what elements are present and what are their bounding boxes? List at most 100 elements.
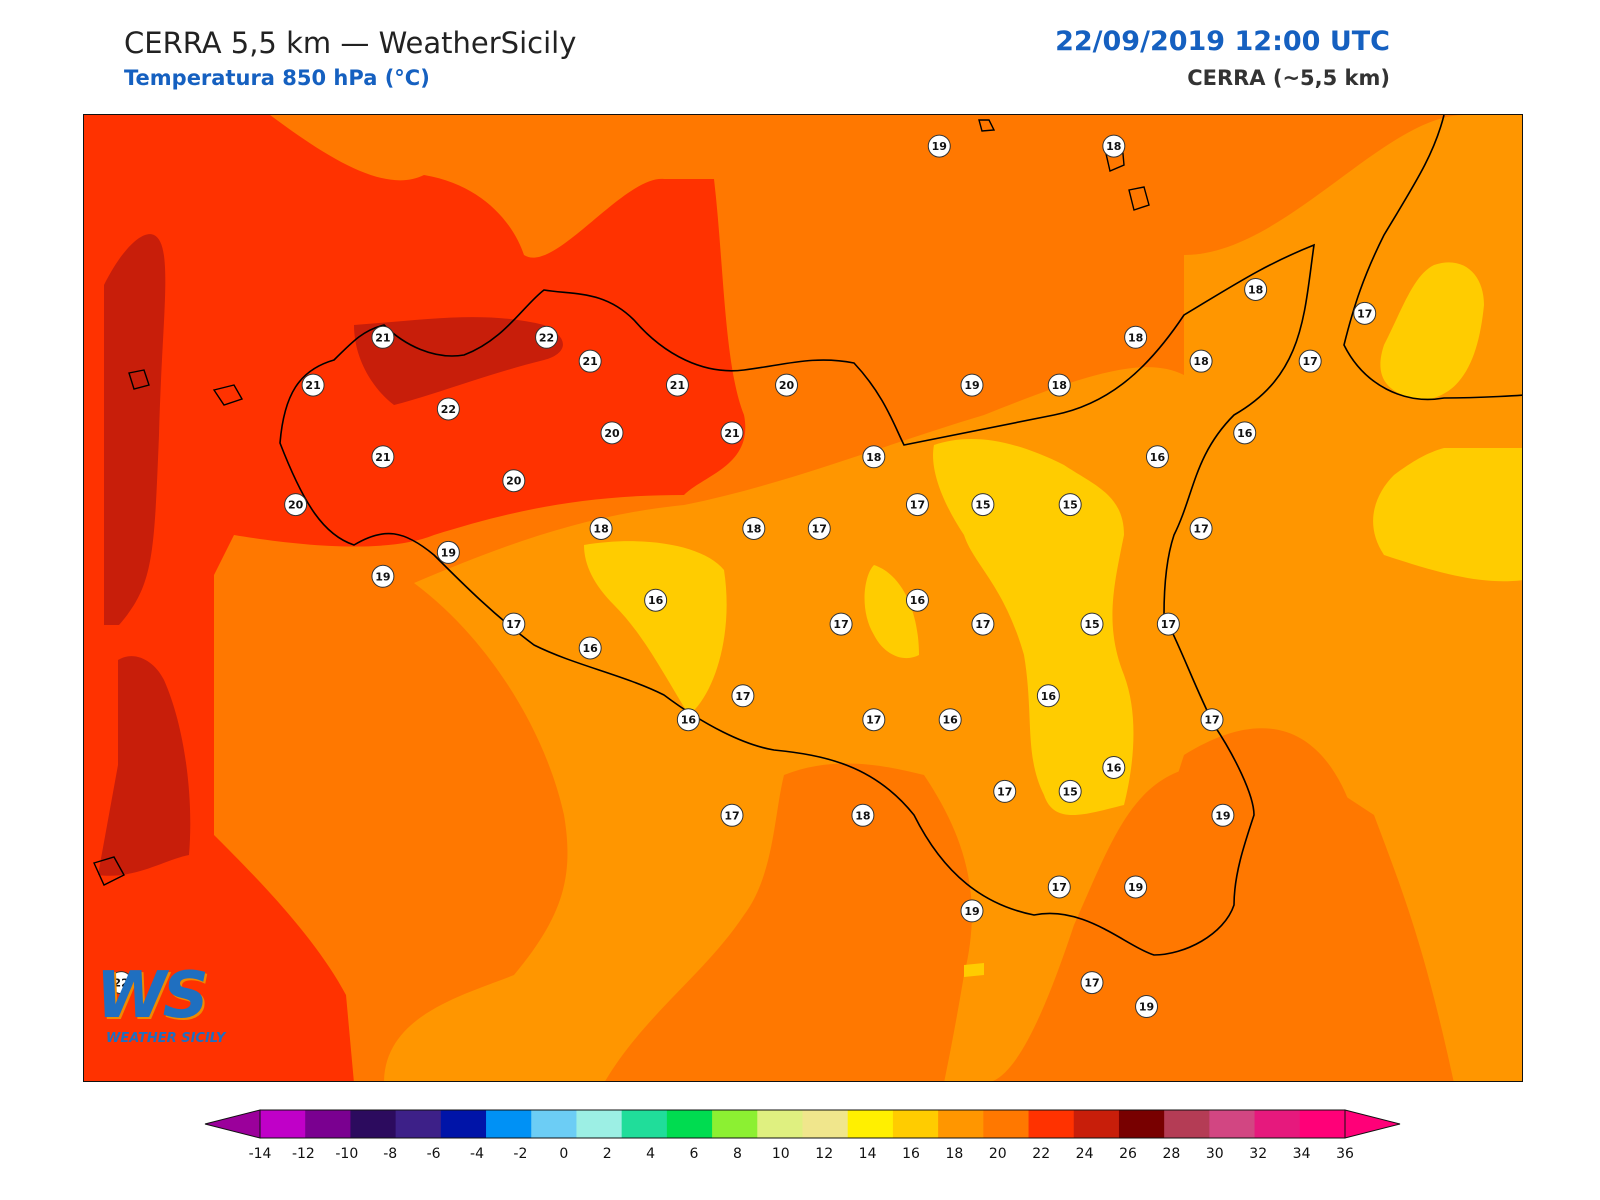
station-circle bbox=[1189, 349, 1213, 373]
field-22-24-southwest bbox=[98, 656, 191, 876]
station-value: 16 bbox=[583, 642, 599, 655]
station-value: 17 bbox=[833, 618, 848, 631]
calabria-coastline bbox=[1343, 115, 1522, 401]
station-value: 21 bbox=[375, 451, 390, 464]
station-marker: 17 bbox=[971, 612, 995, 636]
colorbar-segment bbox=[983, 1110, 1030, 1138]
station-circle bbox=[502, 469, 526, 493]
field-14-16-center bbox=[584, 541, 727, 715]
field-22-24-northwest bbox=[354, 317, 563, 405]
colorbar-segment bbox=[1073, 1110, 1120, 1138]
station-value: 17 bbox=[910, 499, 925, 512]
station-circle bbox=[927, 134, 951, 158]
station-marker: 21 bbox=[720, 421, 744, 445]
station-marker: 18 bbox=[1189, 349, 1213, 373]
station-circle bbox=[578, 349, 602, 373]
station-marker: 22 bbox=[109, 971, 133, 995]
field-14-16-east bbox=[933, 439, 1134, 815]
station-marker: 17 bbox=[993, 779, 1017, 803]
colorbar-tick-label: 28 bbox=[1162, 1146, 1180, 1162]
colorbar-segment bbox=[1254, 1110, 1301, 1138]
station-circle bbox=[720, 803, 744, 827]
station-value: 18 bbox=[1248, 283, 1263, 296]
station-circle bbox=[960, 899, 984, 923]
station-value: 19 bbox=[1139, 1001, 1154, 1014]
colorbar-segment bbox=[305, 1110, 351, 1138]
station-circle bbox=[775, 373, 799, 397]
station-circle bbox=[1047, 373, 1071, 397]
station-value: 17 bbox=[812, 522, 827, 535]
model-label: CERRA (~5,5 km) bbox=[1187, 66, 1390, 90]
station-circle bbox=[938, 708, 962, 732]
station-circle bbox=[1156, 612, 1180, 636]
station-marker: 19 bbox=[1124, 875, 1148, 899]
station-value: 17 bbox=[997, 785, 1012, 798]
station-value: 18 bbox=[593, 522, 608, 535]
station-value: 18 bbox=[1128, 331, 1143, 344]
station-value: 15 bbox=[975, 499, 990, 512]
station-marker: 17 bbox=[720, 803, 744, 827]
station-value: 15 bbox=[1063, 499, 1078, 512]
station-value: 18 bbox=[1052, 379, 1067, 392]
station-marker: 15 bbox=[971, 493, 995, 517]
station-value: 19 bbox=[1215, 809, 1230, 822]
logo-text: WEATHER SICILY bbox=[106, 1031, 226, 1046]
field-18-20-southeast bbox=[1104, 728, 1434, 1081]
temperature-map[interactable]: 19 18 18 17 21 22 21 18 18 17 21 22 21 20 19 18 20 21 16 21… bbox=[83, 114, 1523, 1082]
station-markers: 19 18 18 17 21 22 21 18 18 17 21 22 21 20 19 18 20 21 16 21… bbox=[109, 134, 1377, 1019]
station-value: 20 bbox=[779, 379, 795, 392]
station-circle bbox=[578, 636, 602, 660]
station-marker: 16 bbox=[905, 588, 929, 612]
station-circle bbox=[971, 493, 995, 517]
colorbar-segment bbox=[350, 1110, 397, 1138]
station-circle bbox=[284, 493, 308, 517]
station-marker: 18 bbox=[1047, 373, 1071, 397]
station-marker: 20 bbox=[775, 373, 799, 397]
station-circle bbox=[1058, 779, 1082, 803]
station-value: 15 bbox=[1063, 785, 1078, 798]
station-circle bbox=[1233, 421, 1257, 445]
station-marker: 21 bbox=[301, 373, 325, 397]
station-value: 16 bbox=[681, 714, 697, 727]
station-circle bbox=[436, 397, 460, 421]
colorbar-tick-label: 32 bbox=[1249, 1146, 1267, 1162]
station-circle bbox=[371, 325, 395, 349]
station-circle bbox=[1047, 875, 1071, 899]
sicily-coastline bbox=[279, 243, 1315, 956]
station-marker: 21 bbox=[371, 325, 395, 349]
colorbar-segment bbox=[802, 1110, 849, 1138]
station-circle bbox=[1124, 325, 1148, 349]
station-circle bbox=[109, 971, 133, 995]
colorbar-segment bbox=[1164, 1110, 1210, 1138]
colorbar-segment bbox=[666, 1110, 713, 1138]
colorbar-tick-label: 4 bbox=[646, 1146, 655, 1162]
station-value: 21 bbox=[724, 427, 739, 440]
field-22-24-west bbox=[104, 234, 166, 626]
station-circle bbox=[644, 588, 668, 612]
station-marker: 20 bbox=[502, 469, 526, 493]
colorbar-segment bbox=[847, 1110, 894, 1138]
station-circle bbox=[600, 421, 624, 445]
station-marker: 16 bbox=[1233, 421, 1257, 445]
map-subtitle: Temperatura 850 hPa (°C) bbox=[124, 66, 430, 90]
station-circle bbox=[665, 373, 689, 397]
colorbar-tick-label: 16 bbox=[902, 1146, 920, 1162]
station-circle bbox=[1211, 803, 1235, 827]
logo-monogram: WS bbox=[96, 959, 209, 1033]
station-circle bbox=[993, 779, 1017, 803]
station-marker: 18 bbox=[742, 516, 766, 540]
colorbar-segment bbox=[531, 1110, 577, 1138]
colorbar-segment bbox=[621, 1110, 668, 1138]
station-value: 21 bbox=[583, 355, 598, 368]
station-value: 17 bbox=[866, 714, 881, 727]
station-marker: 17 bbox=[502, 612, 526, 636]
field-14-16-ionian-s bbox=[1373, 448, 1522, 582]
station-marker: 17 bbox=[905, 493, 929, 517]
station-marker: 18 bbox=[862, 445, 886, 469]
islands bbox=[93, 119, 1150, 886]
station-marker: 19 bbox=[371, 564, 395, 588]
station-value: 17 bbox=[975, 618, 990, 631]
station-marker: 15 bbox=[1058, 493, 1082, 517]
station-marker: 16 bbox=[676, 708, 700, 732]
colorbar-segment bbox=[260, 1110, 306, 1138]
